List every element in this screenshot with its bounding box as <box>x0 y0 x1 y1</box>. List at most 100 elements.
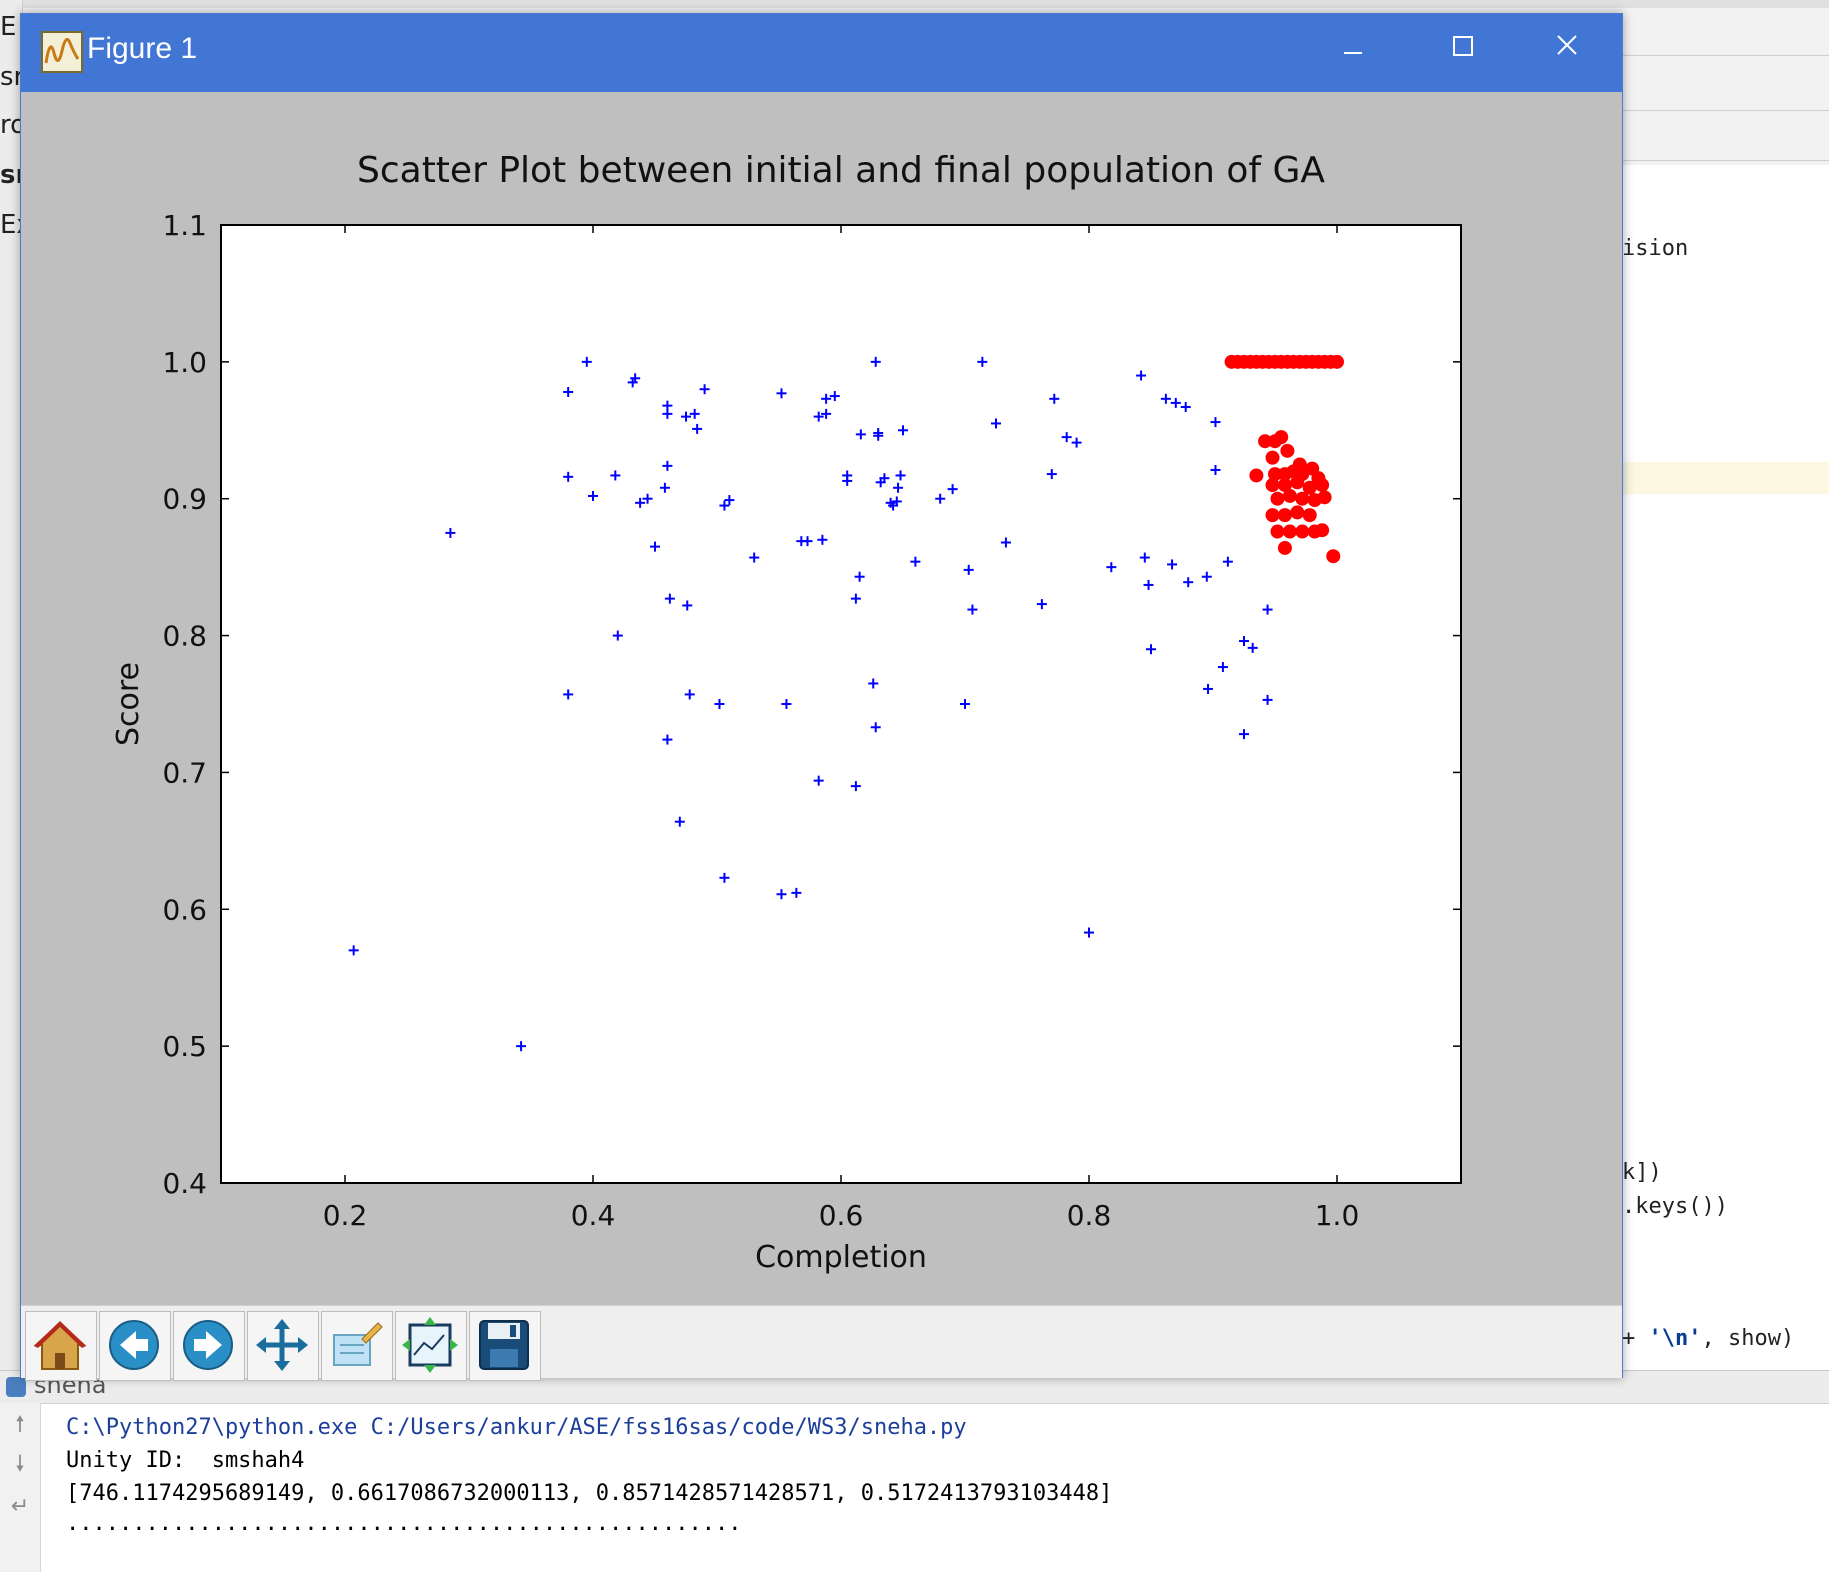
scatter-point-initial <box>1183 577 1194 588</box>
scatter-point-final <box>1280 443 1295 458</box>
scatter-point-initial <box>1210 464 1221 475</box>
scroll-down-icon[interactable]: 🠗 <box>15 1452 25 1477</box>
scatter-point-final <box>1330 354 1344 369</box>
save-button[interactable] <box>469 1311 541 1381</box>
scatter-point-initial <box>1049 393 1060 404</box>
scatter-point-initial <box>821 393 832 404</box>
scatter-point-initial <box>791 887 802 898</box>
subplots-button[interactable] <box>395 1311 467 1381</box>
figure-toolbar <box>21 1305 1622 1381</box>
scatter-chart[interactable]: Scatter Plot between initial and final p… <box>21 92 1622 1305</box>
scatter-point-final <box>1268 467 1282 482</box>
scatter-point-initial <box>682 600 693 611</box>
window-titlebar[interactable]: Figure 1 <box>21 14 1622 92</box>
home-icon <box>33 1321 87 1370</box>
scatter-point-initial <box>630 373 641 384</box>
code-string-token: '\n' <box>1648 1326 1702 1351</box>
scatter-point-initial <box>1201 571 1212 582</box>
scatter-point-initial <box>1139 552 1150 563</box>
scatter-point-final <box>1315 478 1330 493</box>
console-toolbar: 🠕 🠗 ↵ <box>0 1403 41 1572</box>
x-axis-label: Completion <box>755 1240 927 1275</box>
scatter-point-initial <box>1262 604 1273 615</box>
scatter-point-initial <box>588 490 598 501</box>
close-button[interactable] <box>1512 14 1622 92</box>
scatter-point-initial <box>870 722 881 733</box>
scatter-point-initial <box>563 471 574 482</box>
y-tick-label: 0.4 <box>162 1167 207 1200</box>
scatter-point-initial <box>1210 417 1221 428</box>
scatter-point-initial <box>781 699 792 709</box>
y-axis-label: Score <box>111 662 146 746</box>
soft-wrap-icon[interactable]: ↵ <box>10 1494 30 1519</box>
scatter-point-initial <box>893 482 904 493</box>
ide-divider <box>1620 160 1829 161</box>
window-title: Figure 1 <box>87 32 198 65</box>
scatter-point-initial <box>1084 927 1094 938</box>
scatter-point-initial <box>1222 556 1233 567</box>
scatter-point-initial <box>868 678 879 689</box>
home-button[interactable] <box>25 1311 97 1381</box>
scatter-point-final <box>1295 491 1310 506</box>
code-editor[interactable] <box>1620 165 1829 1370</box>
scatter-point-initial <box>610 470 621 481</box>
scatter-point-initial <box>842 475 853 486</box>
scatter-point-initial <box>873 430 884 441</box>
run-console: sneha 🠕 🠗 ↵ C:\Python27\python.exe C:/Us… <box>0 1370 1829 1572</box>
scatter-point-final <box>1302 508 1317 523</box>
scatter-point-initial <box>749 552 760 563</box>
scatter-point-initial <box>898 425 908 436</box>
scatter-point-initial <box>719 500 730 511</box>
scatter-point-initial <box>635 497 646 508</box>
code-token: + <box>1622 1326 1649 1351</box>
back-button[interactable] <box>99 1311 171 1381</box>
code-line: + '\n', show) <box>1622 1326 1794 1351</box>
ide-fragment: E <box>0 12 17 42</box>
scatter-point-final <box>1290 475 1305 490</box>
scatter-point-initial <box>662 400 673 411</box>
scatter-point-initial <box>642 493 653 504</box>
x-tick-label: 1.0 <box>1315 1199 1360 1232</box>
minimize-button[interactable] <box>1298 14 1408 92</box>
scatter-point-initial <box>895 470 906 481</box>
scatter-point-initial <box>802 536 813 547</box>
code-line: .keys()) <box>1622 1194 1728 1219</box>
scatter-point-final <box>1295 524 1310 539</box>
ide-divider <box>1620 110 1829 111</box>
scatter-point-initial <box>855 429 866 440</box>
scatter-point-initial <box>813 411 824 422</box>
close-icon <box>1557 35 1577 55</box>
scatter-point-initial <box>1203 683 1214 694</box>
figure-canvas[interactable]: Scatter Plot between initial and final p… <box>21 92 1622 1305</box>
scatter-point-initial <box>664 593 675 604</box>
chart-title: Scatter Plot between initial and final p… <box>357 150 1325 191</box>
scatter-point-final <box>1249 468 1264 483</box>
subplots-icon <box>402 1317 458 1373</box>
scatter-point-initial <box>674 816 685 827</box>
scatter-point-initial <box>960 699 970 709</box>
scatter-point-initial <box>1160 393 1171 404</box>
scatter-point-initial <box>1136 370 1147 381</box>
scatter-point-initial <box>977 356 988 367</box>
scatter-point-initial <box>947 484 958 495</box>
code-line: ision <box>1622 236 1689 261</box>
scatter-point-initial <box>963 564 974 575</box>
scatter-point-initial <box>692 423 703 434</box>
scatter-point-initial <box>516 1041 527 1052</box>
zoom-button[interactable] <box>321 1311 393 1381</box>
code-token: , show) <box>1701 1326 1795 1351</box>
y-tick-label: 0.8 <box>162 620 207 653</box>
scatter-point-initial <box>817 534 828 545</box>
maximize-button[interactable] <box>1408 14 1518 92</box>
forward-button[interactable] <box>173 1311 245 1381</box>
scatter-point-initial <box>684 689 695 700</box>
y-tick-label: 1.0 <box>162 346 207 379</box>
scatter-point-initial <box>612 630 623 641</box>
scatter-point-initial <box>1217 662 1228 673</box>
x-tick-label: 0.6 <box>819 1199 864 1232</box>
x-tick-label: 0.8 <box>1067 1199 1112 1232</box>
scatter-point-final <box>1274 430 1289 445</box>
scroll-up-icon[interactable]: 🠕 <box>15 1412 25 1437</box>
pan-button[interactable] <box>247 1311 319 1381</box>
current-line-highlight <box>1620 462 1829 494</box>
